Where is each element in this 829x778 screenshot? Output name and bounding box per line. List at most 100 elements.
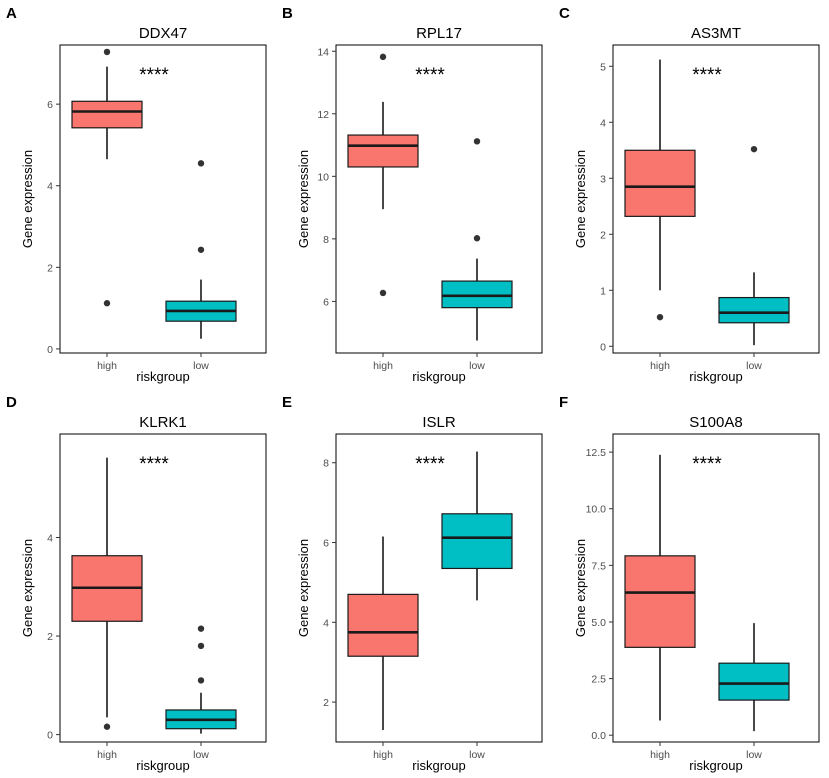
plot-title: S100A8 xyxy=(689,414,742,431)
y-tick-label: 0.0 xyxy=(591,730,606,742)
significance-label: **** xyxy=(692,65,722,86)
x-tick-label: high xyxy=(373,360,393,372)
chart-svg: D KLRK1 0 2 4 high low riskgroup Gene expression… xyxy=(6,394,267,773)
outlier-point xyxy=(197,246,205,253)
chart-svg: E ISLR 2 4 6 8 high low riskgroup Gene expression… xyxy=(282,394,543,773)
y-tick-label: 12 xyxy=(317,109,329,121)
outlier-point xyxy=(473,235,481,242)
y-tick-label: 8 xyxy=(323,458,329,470)
significance-label: **** xyxy=(139,65,169,86)
box-high xyxy=(624,454,696,721)
panel-d: D KLRK1 0 2 4 high low riskgroup Gene expression… xyxy=(0,389,276,778)
x-tick-label: low xyxy=(746,749,762,761)
box-high xyxy=(624,59,696,321)
y-tick-label: 2 xyxy=(323,697,329,709)
outlier-point xyxy=(197,625,205,632)
box-iqr xyxy=(441,513,513,570)
y-axis-title: Gene expression xyxy=(573,539,588,637)
y-tick-label: 0 xyxy=(47,344,53,356)
plot-border xyxy=(335,433,543,743)
y-tick-label: 0 xyxy=(47,730,53,742)
x-axis-title: riskgroup xyxy=(136,369,189,384)
y-tick-label: 2.5 xyxy=(591,674,606,686)
x-axis-title: riskgroup xyxy=(689,369,742,384)
panel-letter: D xyxy=(6,394,17,411)
y-tick-label: 14 xyxy=(317,46,329,58)
outlier-point xyxy=(473,138,481,145)
panel-letter: C xyxy=(559,5,570,22)
box-iqr xyxy=(718,296,790,324)
outlier-point xyxy=(379,289,387,297)
y-tick-label: 8 xyxy=(323,234,329,246)
y-tick-label: 6 xyxy=(47,99,53,111)
y-tick-label: 4 xyxy=(47,532,53,544)
panel-letter: E xyxy=(282,394,292,411)
y-tick-label: 5 xyxy=(600,61,606,73)
box-low xyxy=(441,138,513,341)
chart-svg: B RPL17 6 8 10 12 14 high low riskgroup Gene expre… xyxy=(282,5,543,384)
y-tick-label: 1 xyxy=(600,285,606,297)
y-tick-label: 0 xyxy=(600,341,606,353)
chart-svg: A DDX47 0 2 4 6 high low riskgroup Gene expressio… xyxy=(6,5,267,384)
box-iqr xyxy=(624,149,696,217)
x-tick-label: low xyxy=(469,749,485,761)
x-axis-title: riskgroup xyxy=(412,758,465,773)
y-tick-label: 5.0 xyxy=(591,617,606,629)
box-high xyxy=(71,48,143,307)
outlier-point xyxy=(103,48,111,56)
y-tick-label: 10.0 xyxy=(586,504,607,516)
y-tick-label: 12.5 xyxy=(586,447,607,459)
x-tick-label: high xyxy=(97,749,117,761)
box-iqr xyxy=(624,555,696,648)
box-high xyxy=(347,53,419,297)
box-iqr xyxy=(441,280,513,309)
significance-label: **** xyxy=(415,65,445,86)
y-tick-label: 4 xyxy=(600,117,606,129)
plot-border xyxy=(612,433,820,743)
x-axis-title: riskgroup xyxy=(136,758,189,773)
panel-e: E ISLR 2 4 6 8 high low riskgroup Gene expression… xyxy=(276,389,552,778)
outlier-point xyxy=(197,677,205,684)
y-tick-label: 4 xyxy=(47,181,53,193)
panel-letter: A xyxy=(6,5,17,22)
plot-title: KLRK1 xyxy=(139,414,187,431)
plot-border xyxy=(59,44,267,354)
x-tick-label: low xyxy=(193,360,209,372)
chart-svg: F S100A8 0.0 2.5 5.0 7.5 10.0 12.5 high low riskgr… xyxy=(559,394,820,773)
box-iqr xyxy=(71,100,143,129)
x-tick-label: low xyxy=(469,360,485,372)
box-iqr xyxy=(347,134,419,168)
x-tick-label: low xyxy=(746,360,762,372)
y-tick-label: 6 xyxy=(323,296,329,308)
outlier-point xyxy=(103,300,111,307)
y-axis-title: Gene expression xyxy=(296,539,311,637)
panel-letter: F xyxy=(559,394,568,411)
box-iqr xyxy=(347,593,419,657)
panel-letter: B xyxy=(282,5,293,22)
x-axis-title: riskgroup xyxy=(689,758,742,773)
y-tick-label: 4 xyxy=(323,617,329,629)
significance-label: **** xyxy=(415,454,445,475)
outlier-point xyxy=(197,160,205,167)
x-axis-title: riskgroup xyxy=(412,369,465,384)
box-low xyxy=(165,160,237,339)
x-tick-label: high xyxy=(97,360,117,372)
panel-f: F S100A8 0.0 2.5 5.0 7.5 10.0 12.5 high low riskgr… xyxy=(553,389,829,778)
y-axis-title: Gene expression xyxy=(20,150,35,248)
outlier-point xyxy=(103,723,111,730)
outlier-point xyxy=(379,53,387,61)
x-tick-label: high xyxy=(373,749,393,761)
plot-title: DDX47 xyxy=(139,25,187,42)
x-tick-label: high xyxy=(650,749,670,761)
y-axis-title: Gene expression xyxy=(296,150,311,248)
y-tick-label: 2 xyxy=(47,631,53,643)
y-tick-label: 2 xyxy=(47,262,53,274)
box-low xyxy=(441,451,513,601)
box-iqr xyxy=(718,662,790,701)
y-tick-label: 2 xyxy=(600,229,606,241)
y-axis-title: Gene expression xyxy=(573,150,588,248)
y-tick-label: 10 xyxy=(317,171,329,183)
plot-border xyxy=(335,44,543,354)
panel-c: C AS3MT 0 1 2 3 4 5 high low riskgroup Gene express… xyxy=(553,0,829,389)
